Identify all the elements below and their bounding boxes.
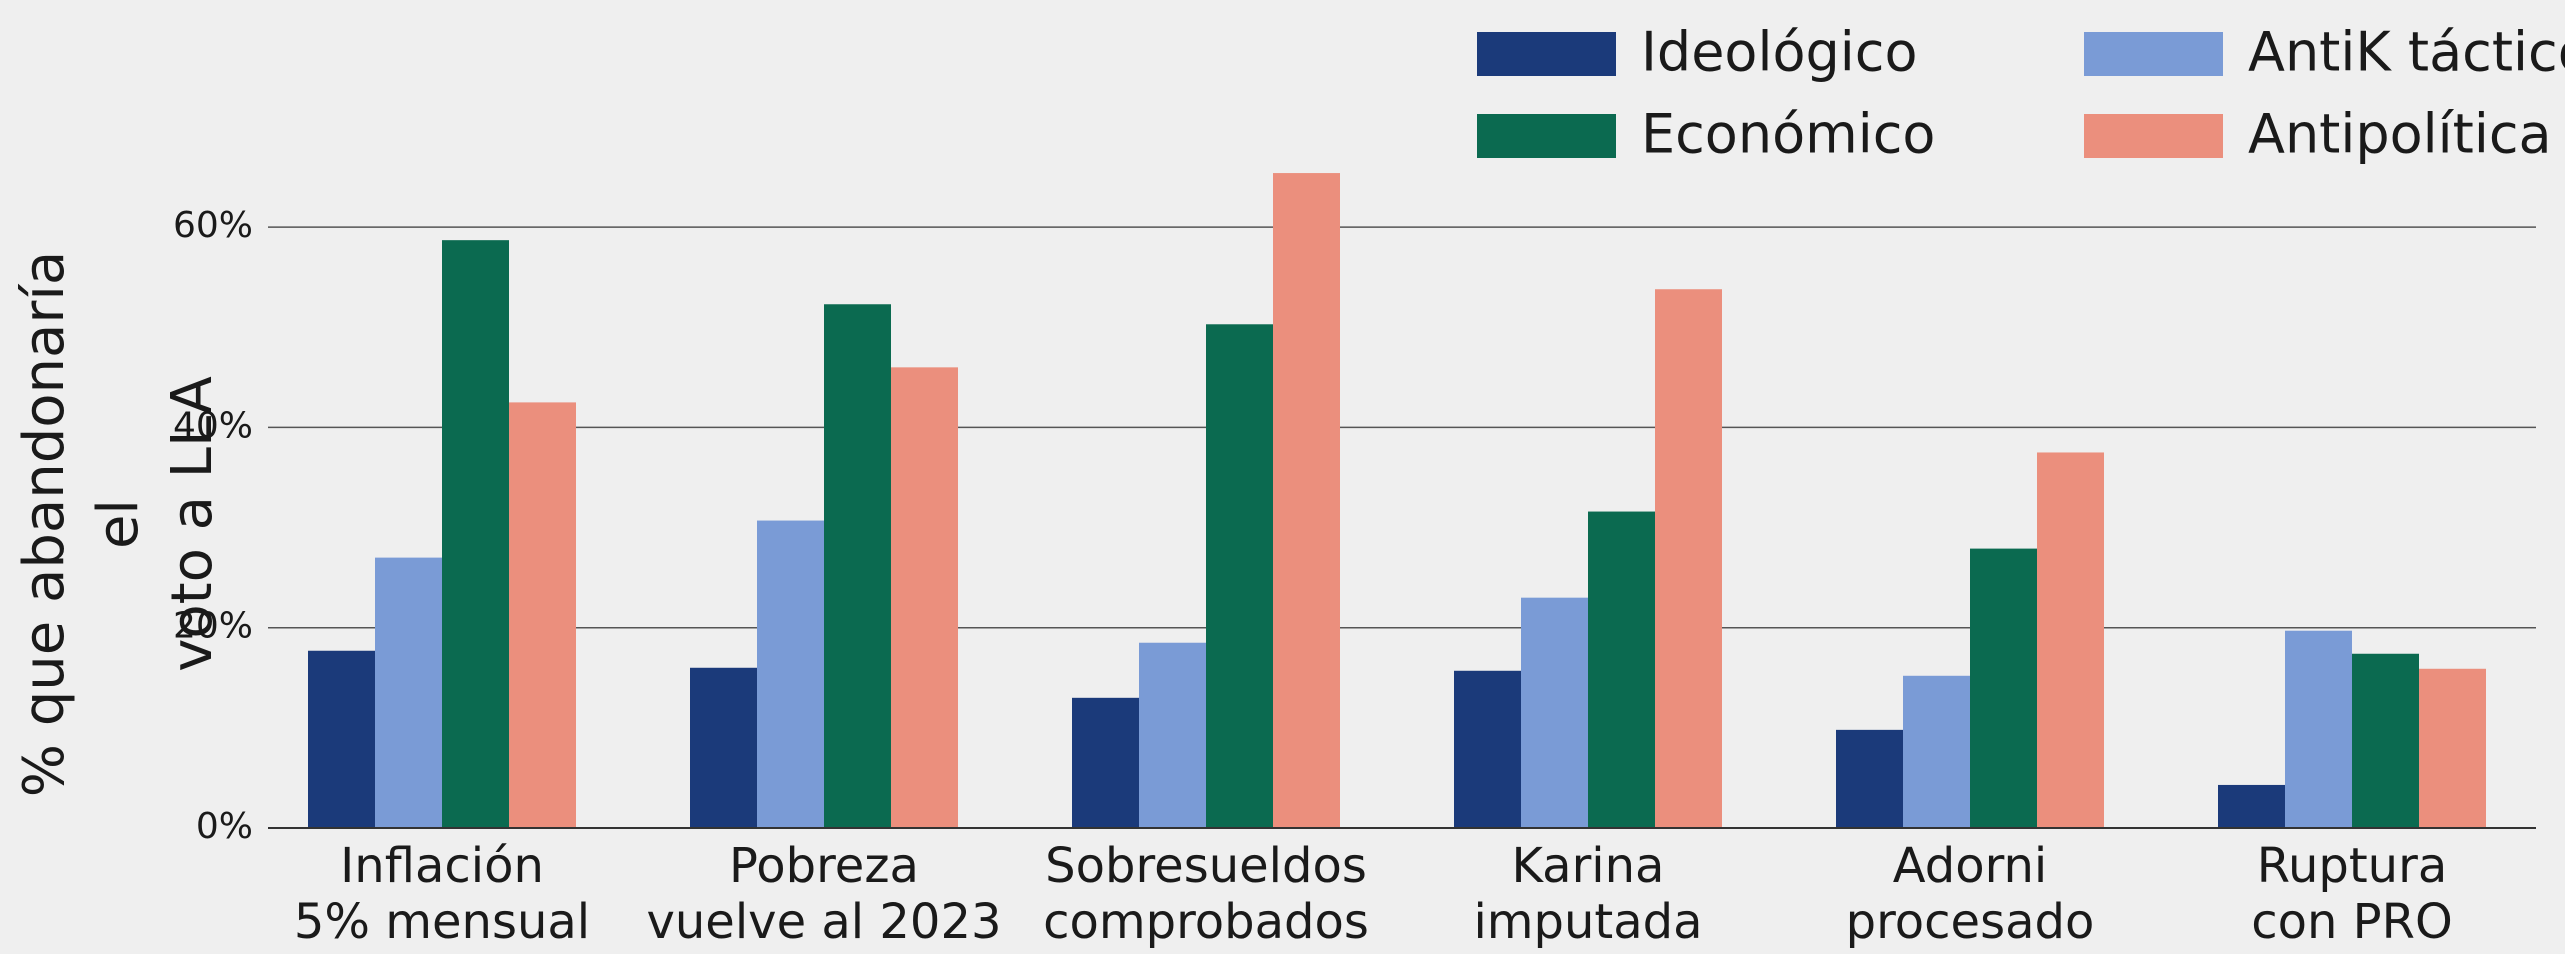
bar <box>1521 597 1588 828</box>
bar <box>1273 173 1340 828</box>
legend-label: Económico <box>1641 103 1935 166</box>
y-axis-label: % que abandonaría el voto a LLA <box>12 250 225 798</box>
x-tick-label: Ruptura con PRO <box>2251 838 2453 950</box>
x-tick-label: Inflación 5% mensual <box>293 838 591 950</box>
bar <box>1903 675 1970 828</box>
legend-swatch <box>2084 114 2223 158</box>
bar <box>1836 729 1903 828</box>
bar <box>2037 452 2104 828</box>
bar <box>1970 548 2037 828</box>
bar <box>2352 653 2419 828</box>
bar <box>1072 697 1139 828</box>
y-tick-label: 20% <box>173 606 253 647</box>
bar <box>1655 289 1722 828</box>
y-tick-label: 0% <box>196 806 253 847</box>
y-tick-label: 60% <box>173 205 253 246</box>
bar <box>1588 511 1655 828</box>
bar <box>2419 668 2486 828</box>
legend-swatch <box>1477 114 1616 158</box>
bar <box>1139 642 1206 828</box>
legend-swatch <box>1477 32 1616 76</box>
bar <box>1206 324 1273 828</box>
legend-label: Antipolítica <box>2248 103 2552 166</box>
bar <box>375 557 442 828</box>
bar <box>891 367 958 828</box>
legend-swatch <box>2084 32 2223 76</box>
bar <box>1454 670 1521 828</box>
bar <box>824 304 891 828</box>
bar <box>442 240 509 828</box>
bar <box>757 520 824 828</box>
bar <box>2285 630 2352 828</box>
bar <box>690 667 757 828</box>
x-tick-label: Sobresueldos comprobados <box>1043 838 1369 950</box>
legend-label: Ideológico <box>1641 21 1918 84</box>
x-tick-label: Adorni procesado <box>1845 838 2095 950</box>
legend-label: AntiK táctico <box>2248 21 2565 84</box>
bar <box>308 650 375 828</box>
x-tick-label: Pobreza vuelve al 2023 <box>646 838 1002 950</box>
y-tick-label: 40% <box>173 405 253 446</box>
bar <box>509 402 576 828</box>
x-tick-label: Karina imputada <box>1473 838 1703 950</box>
bar <box>2218 784 2285 828</box>
